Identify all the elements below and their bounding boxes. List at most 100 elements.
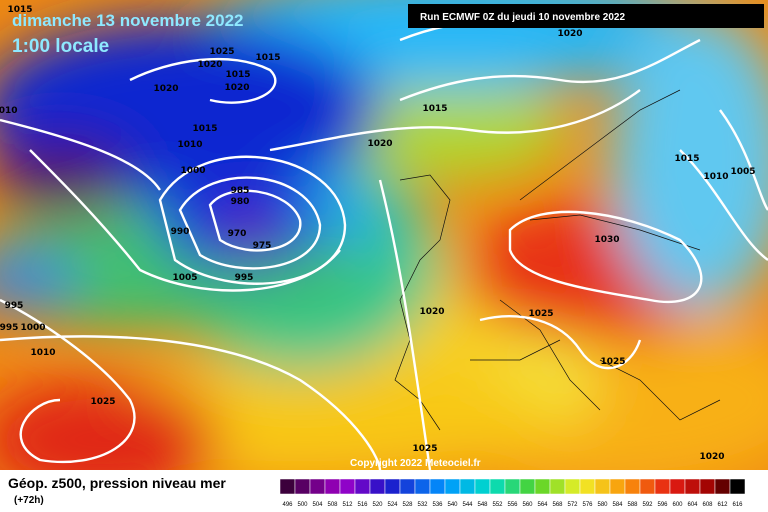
isobar-label: 985: [231, 186, 250, 196]
scale-cell: [324, 478, 341, 495]
scale-cell: [459, 478, 476, 495]
scale-label: 588: [627, 502, 638, 508]
scale-label: 600: [672, 502, 683, 508]
field: [0, 0, 768, 470]
isobar-label: 1025: [412, 444, 437, 454]
scale-cell: [309, 478, 326, 495]
scale-cell: [414, 478, 431, 495]
scale-label: 572: [567, 502, 578, 508]
scale-cell: [729, 478, 746, 495]
isobar-label: 1020: [224, 83, 249, 93]
scale-label: 612: [717, 502, 728, 508]
isobar-label: 1015: [7, 5, 32, 15]
isobar-label: 1005: [730, 167, 755, 177]
scale-label: 604: [687, 502, 698, 508]
scale-cell: [279, 478, 296, 495]
scale-cell: [624, 478, 641, 495]
scale-cell: [399, 478, 416, 495]
isobar-label: 1010: [703, 172, 728, 182]
scale-cell: [654, 478, 671, 495]
scale-label: 520: [372, 502, 383, 508]
scale-cell: [639, 478, 656, 495]
scale-label: 592: [642, 502, 653, 508]
scale-label: 524: [387, 502, 398, 508]
copyright: Copyright 2022 Meteociel.fr: [350, 458, 481, 469]
scale-label: 548: [477, 502, 488, 508]
scale-cell: [579, 478, 596, 495]
isobar-label: 1015: [225, 70, 250, 80]
run-info: Run ECMWF 0Z du jeudi 10 novembre 2022: [420, 12, 625, 23]
lead-time: (+72h): [14, 495, 44, 506]
scale-label: 544: [462, 502, 473, 508]
isobar-label: 1025: [600, 357, 625, 367]
run-box: [408, 4, 764, 28]
scale-label: 536: [432, 502, 443, 508]
scale-label: 616: [732, 502, 743, 508]
isobar-label: 970: [228, 229, 247, 239]
scale-label: 500: [297, 502, 308, 508]
isobar-label: 990: [171, 227, 190, 237]
isobar-label: 995: [5, 301, 24, 311]
scale-cell: [504, 478, 521, 495]
isobar-label: 1015: [255, 53, 280, 63]
scale-cell: [564, 478, 581, 495]
scale-label: 552: [492, 502, 503, 508]
isobar-label: 1020: [557, 29, 582, 39]
legend-title: Géop. z500, pression niveau mer: [8, 475, 226, 491]
isobar-label: 1000: [20, 323, 45, 333]
scale-label: 580: [597, 502, 608, 508]
isobar-label: 1010: [0, 106, 18, 116]
date: dimanche 13 novembre 2022: [12, 11, 244, 30]
scale-label: 556: [507, 502, 518, 508]
scale-cell: [444, 478, 461, 495]
scale-label: 568: [552, 502, 563, 508]
isobar-label: 995: [235, 273, 254, 283]
scale-cell: [609, 478, 626, 495]
isobar-label: 1020: [197, 60, 222, 70]
scale-label: 512: [342, 502, 353, 508]
scale-cell: [594, 478, 611, 495]
scale-label: 516: [357, 502, 368, 508]
scale-cell: [384, 478, 401, 495]
isobar-label: 1020: [699, 452, 724, 462]
scale-cell: [339, 478, 356, 495]
scale-label: 496: [282, 502, 293, 508]
isobar-label: 1000: [180, 166, 205, 176]
scale-cell: [474, 478, 491, 495]
scale-label: 560: [522, 502, 533, 508]
scale-cell: [294, 478, 311, 495]
isobar-label: 1015: [674, 154, 699, 164]
isobar-label: 1010: [30, 348, 55, 358]
scale-label: 608: [702, 502, 713, 508]
isobar-label: 1015: [192, 124, 217, 134]
scale-cell: [669, 478, 686, 495]
isobar-label: 1020: [153, 84, 178, 94]
scale-cell: [714, 478, 731, 495]
isobar-label: 1025: [209, 47, 234, 57]
isobar-label: 1005: [172, 273, 197, 283]
scale-label: 576: [582, 502, 593, 508]
scale-label: 532: [417, 502, 428, 508]
isobar-label: 1020: [419, 307, 444, 317]
scale-cell: [534, 478, 551, 495]
scale-label: 528: [402, 502, 413, 508]
scale-cell: [429, 478, 446, 495]
scale-cell: [519, 478, 536, 495]
isobar-label: 1025: [90, 397, 115, 407]
isobar-label: 1025: [528, 309, 553, 319]
scale-label: 584: [612, 502, 623, 508]
isobar-label: 1020: [367, 139, 392, 149]
scale-cell: [684, 478, 701, 495]
scale-label: 564: [537, 502, 548, 508]
scale-cell: [369, 478, 386, 495]
scale-label: 540: [447, 502, 458, 508]
scale-label: 504: [312, 502, 323, 508]
scale-cell: [489, 478, 506, 495]
isobar-label: 1010: [177, 140, 202, 150]
scale-label: 508: [327, 502, 338, 508]
scale-label: 596: [657, 502, 668, 508]
isobar-label: 975: [253, 241, 272, 251]
isobar-label: 1030: [594, 235, 619, 245]
isobar-label: 1015: [422, 104, 447, 114]
